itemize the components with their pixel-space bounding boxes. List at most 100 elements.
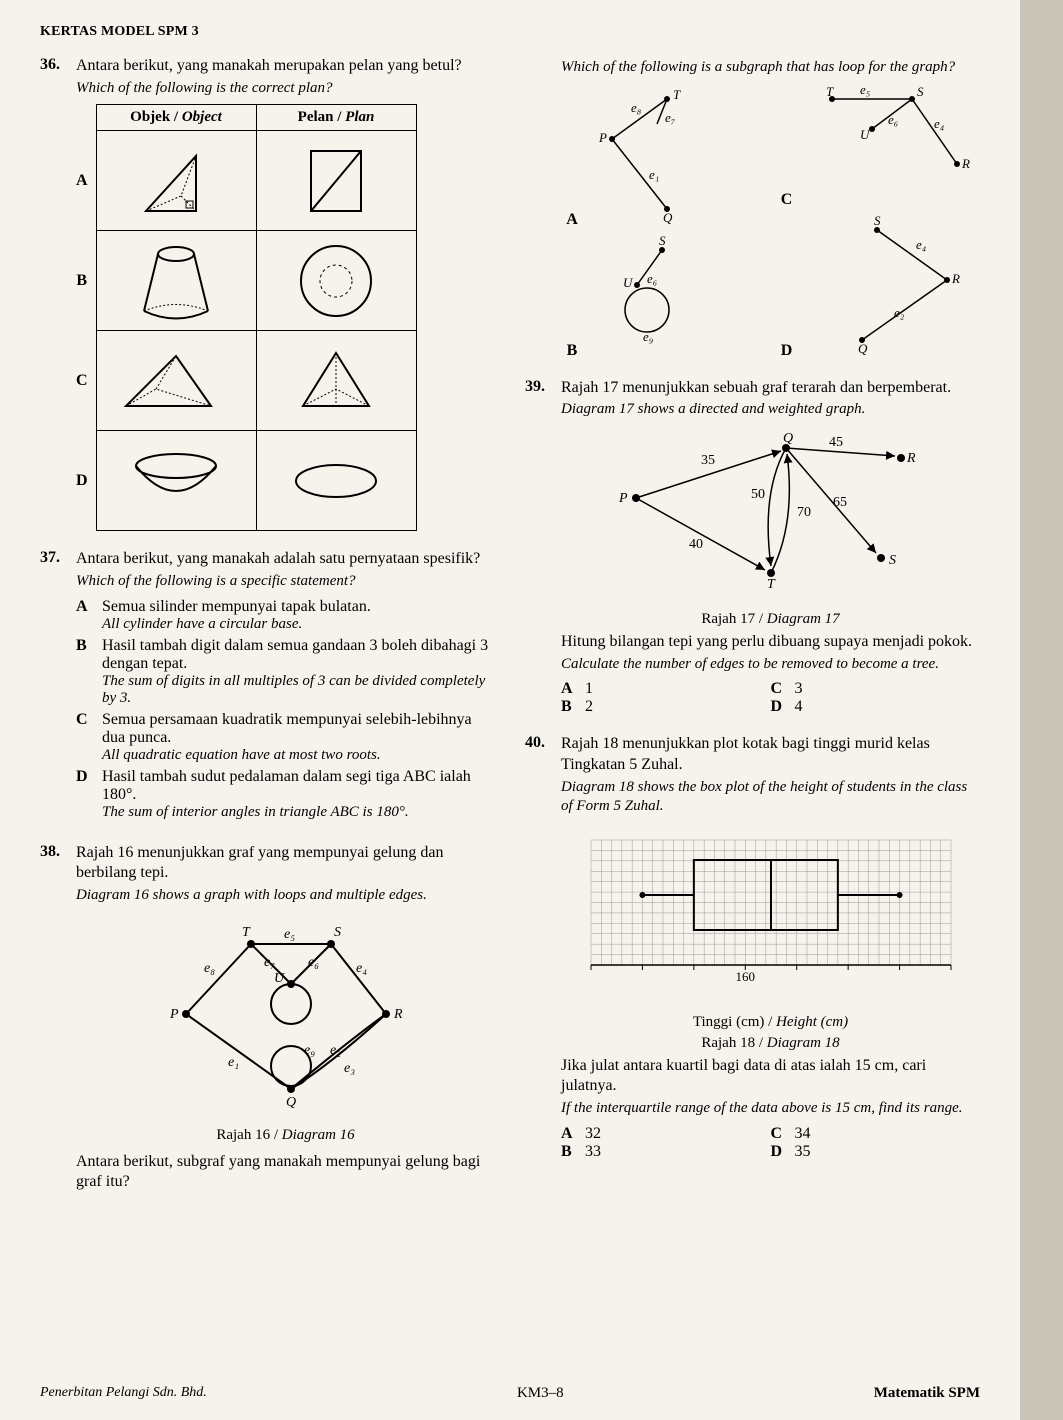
svg-text:T: T — [826, 84, 834, 99]
q40-a: 32 — [585, 1125, 601, 1143]
svg-text:T: T — [767, 577, 776, 592]
q40-ask-en: If the interquartile range of the data a… — [561, 1099, 980, 1119]
q39-text-en: Diagram 17 shows a directed and weighted… — [561, 400, 980, 420]
question-body: Antara berikut, yang manakah merupakan p… — [76, 56, 495, 531]
question-body: Rajah 17 menunjukkan sebuah graf terarah… — [561, 378, 980, 717]
row-d-label: D — [68, 431, 96, 531]
th-plan: Pelan / Plan — [256, 105, 416, 131]
obj-b — [96, 231, 256, 331]
axis-label: Tinggi (cm) / Height (cm) — [561, 1014, 980, 1031]
svg-text:e₄: e₄ — [934, 116, 945, 131]
diagram-18: 160 — [561, 825, 980, 1010]
question-40: 40. Rajah 18 menunjukkan plot kotak bagi… — [525, 734, 980, 1161]
q38-ask-en: Which of the following is a subgraph tha… — [561, 58, 980, 78]
question-text-en: Diagram 16 shows a graph with loops and … — [76, 886, 495, 906]
svg-text:e₁: e₁ — [649, 167, 659, 182]
svg-text:e₅: e₅ — [860, 84, 870, 97]
svg-text:P: P — [598, 130, 607, 145]
two-column-layout: 36. Antara berikut, yang manakah merupak… — [40, 56, 980, 1211]
q40-d: 35 — [795, 1143, 811, 1161]
svg-text:e₉: e₉ — [643, 329, 653, 344]
diagram-16: P T S R Q U — [76, 914, 495, 1119]
obj-a — [96, 131, 256, 231]
svg-text:P: P — [618, 491, 628, 506]
svg-text:70: 70 — [797, 505, 811, 520]
exam-page: KERTAS MODEL SPM 3 36. Antara berikut, y… — [0, 0, 1020, 1420]
svg-text:e₈: e₈ — [631, 100, 642, 115]
left-column: 36. Antara berikut, yang manakah merupak… — [40, 56, 495, 1211]
diagram-16-caption: Rajah 16 / Diagram 16 — [76, 1127, 495, 1144]
svg-text:e₂: e₂ — [330, 1043, 341, 1058]
q39-ask-ms: Hitung bilangan tepi yang perlu dibuang … — [561, 632, 980, 653]
svg-text:S: S — [659, 235, 666, 248]
svg-text:e₆: e₆ — [647, 271, 657, 286]
diagram-17-caption: Rajah 17 / Diagram 17 — [561, 611, 980, 628]
q38-subgraphs: A T P Q e₈ e₇ e₁ — [561, 84, 980, 360]
opt-a-en: All cylinder have a circular base. — [102, 616, 495, 633]
svg-text:S: S — [874, 215, 881, 228]
page-header: KERTAS MODEL SPM 3 — [40, 24, 980, 40]
question-body: Rajah 16 menunjukkan graf yang mempunyai… — [76, 843, 495, 1194]
row-a-label: A — [68, 131, 96, 231]
q38-ask-ms: Antara berikut, subgraf yang manakah mem… — [76, 1152, 495, 1194]
question-39: 39. Rajah 17 menunjukkan sebuah graf ter… — [525, 378, 980, 717]
opt-c-en: All quadratic equation have at most two … — [102, 747, 495, 764]
svg-text:Q: Q — [783, 431, 793, 446]
svg-text:S: S — [334, 925, 341, 940]
svg-text:P: P — [169, 1007, 179, 1022]
svg-text:e₄: e₄ — [916, 237, 927, 252]
svg-text:e₄: e₄ — [356, 961, 367, 976]
svg-text:160: 160 — [735, 969, 755, 984]
q39-ask-en: Calculate the number of edges to be remo… — [561, 655, 980, 675]
question-text-en: Which of the following is a specific sta… — [76, 572, 495, 592]
svg-text:T: T — [242, 925, 251, 940]
question-number: 39. — [525, 378, 561, 717]
th-object: Objek / Object — [96, 105, 256, 131]
svg-text:40: 40 — [689, 537, 703, 552]
question-36: 36. Antara berikut, yang manakah merupak… — [40, 56, 495, 531]
q40-ask-ms: Jika julat antara kuartil bagi data di a… — [561, 1056, 980, 1098]
svg-text:R: R — [951, 271, 960, 286]
question-number: 38. — [40, 843, 76, 1194]
question-body: Antara berikut, yang manakah adalah satu… — [76, 549, 495, 824]
opt-c-letter: C — [776, 191, 798, 209]
svg-text:e₈: e₈ — [204, 961, 215, 976]
svg-text:e₅: e₅ — [284, 927, 295, 942]
opt-b-letter: B — [561, 342, 583, 360]
opt-a-letter: A — [561, 211, 583, 229]
svg-text:Q: Q — [663, 210, 673, 224]
svg-text:R: R — [906, 451, 916, 466]
opt-d-en: The sum of interior angles in triangle A… — [102, 804, 495, 821]
svg-text:U: U — [623, 275, 634, 290]
right-column: Which of the following is a subgraph tha… — [525, 56, 980, 1211]
publisher: Penerbitan Pelangi Sdn. Bhd. — [40, 1385, 207, 1402]
q39-c: 3 — [795, 680, 803, 698]
obj-d — [96, 431, 256, 531]
q40-c: 34 — [795, 1125, 811, 1143]
question-text-en: Which of the following is the correct pl… — [76, 79, 495, 99]
svg-text:e₃: e₃ — [344, 1061, 355, 1076]
question-number: 37. — [40, 549, 76, 824]
svg-text:R: R — [961, 156, 970, 171]
svg-text:e₇: e₇ — [264, 955, 275, 970]
q40-text-ms: Rajah 18 menunjukkan plot kotak bagi tin… — [561, 734, 980, 776]
row-c-label: C — [68, 331, 96, 431]
opt-b-ms: Hasil tambah digit dalam semua gandaan 3… — [102, 637, 495, 673]
plan-b — [256, 231, 416, 331]
svg-text:e₁: e₁ — [228, 1055, 239, 1070]
page-code: KM3–8 — [517, 1385, 564, 1402]
diagram-18-caption: Rajah 18 / Diagram 18 — [561, 1035, 980, 1052]
question-37: 37. Antara berikut, yang manakah adalah … — [40, 549, 495, 824]
plan-d — [256, 431, 416, 531]
svg-text:R: R — [393, 1007, 403, 1022]
obj-c — [96, 331, 256, 431]
opt-d-letter: D — [776, 342, 798, 360]
opt-d-ms: Hasil tambah sudut pedalaman dalam segi … — [102, 768, 495, 804]
opt-a-ms: Semua silinder mempunyai tapak bulatan. — [102, 598, 495, 616]
svg-text:Q: Q — [858, 341, 868, 355]
question-body: Rajah 18 menunjukkan plot kotak bagi tin… — [561, 734, 980, 1161]
opt-c-ms: Semua persamaan kuadratik mempunyai sele… — [102, 711, 495, 747]
diagram-17: P Q R S T 35 45 — [561, 428, 980, 603]
page-footer: Penerbitan Pelangi Sdn. Bhd. KM3–8 Matem… — [0, 1385, 1020, 1402]
svg-text:e₇: e₇ — [665, 110, 676, 125]
